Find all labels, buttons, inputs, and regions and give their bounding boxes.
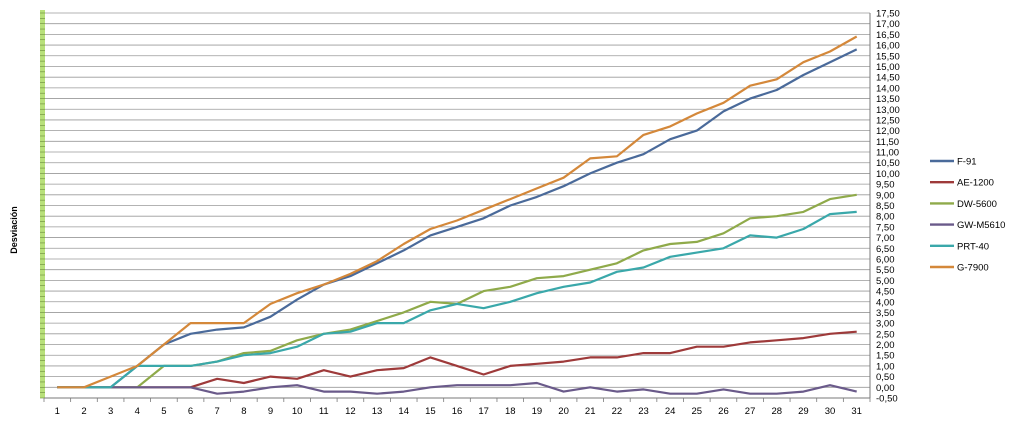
x-tick-label: 26 [718, 406, 729, 417]
x-tick-label: 10 [292, 406, 303, 417]
y-tick-label: 12,00 [876, 126, 900, 137]
y-tick-label: 7,00 [876, 233, 895, 244]
x-tick-label: 19 [532, 406, 543, 417]
y-tick-labels: -0,500,000,501,001,502,002,503,003,504,0… [876, 9, 900, 405]
y-tick-label: 2,50 [876, 329, 895, 340]
y-tick-label: 8,50 [876, 201, 895, 212]
y-tick-label: 6,50 [876, 244, 895, 255]
y-tick-label: 4,00 [876, 297, 895, 308]
x-tick-label: 22 [612, 406, 623, 417]
legend: F-91 AE-1200 DW-5600 GW-M5610 PRT-40 G-7900 [930, 157, 1005, 274]
y-tick-label: 3,50 [876, 308, 895, 319]
y-tick-label: 7,50 [876, 222, 895, 233]
series-line [57, 35, 858, 389]
legend-label: G-7900 [957, 263, 989, 274]
x-tick-label: 8 [241, 406, 246, 417]
y-tick-label: -0,50 [876, 394, 898, 405]
x-tick-label: 18 [505, 406, 516, 417]
gridlines [44, 12, 870, 399]
x-tick-labels: 1 2 3 4 5 6 7 8 9 10 11 12 13 14 15 16 17 18 19 20 21 22 23 24 2… [55, 406, 862, 417]
y-tick-label: 0,50 [876, 372, 895, 383]
legend-label: F-91 [957, 157, 977, 168]
y-tick-label: 10,00 [876, 169, 900, 180]
y-tick-label: 5,50 [876, 265, 895, 276]
y-tick-label: 11,00 [876, 148, 899, 159]
x-tick-label: 15 [425, 406, 436, 417]
legend-label: GW-M5610 [957, 220, 1005, 231]
y-tick-label: 2,00 [876, 340, 895, 351]
axis-decoration [40, 10, 871, 402]
x-tick-label: 1 [55, 406, 60, 417]
series-lines [57, 35, 858, 395]
y-tick-label: 3,00 [876, 319, 895, 330]
x-tick-label: 17 [478, 406, 489, 417]
y-tick-label: 14,00 [876, 83, 900, 94]
y-tick-label: 16,00 [876, 41, 900, 52]
x-tick-label: 12 [345, 406, 356, 417]
x-tick-label: 30 [825, 406, 836, 417]
y-tick-label: 17,50 [876, 9, 900, 20]
x-tick-label: 11 [319, 406, 329, 417]
series-line [57, 210, 857, 389]
x-tick-label: 7 [215, 406, 220, 417]
y-tick-label: 6,00 [876, 254, 895, 265]
y-tick-label: 13,50 [876, 94, 900, 105]
y-tick-label: 8,00 [876, 212, 895, 223]
y-tick-label: 11,50 [876, 137, 899, 148]
y-tick-label: 9,00 [876, 190, 895, 201]
x-tick-label: 16 [452, 406, 463, 417]
legend-label: PRT-40 [957, 241, 989, 252]
y-tick-label: 10,50 [876, 158, 900, 169]
y-tick-label: 17,00 [876, 19, 900, 30]
y-tick-label: 16,50 [876, 30, 900, 41]
x-tick-label: 20 [558, 406, 569, 417]
y-tick-label: 0,00 [876, 383, 895, 394]
x-tick-label: 14 [398, 406, 409, 417]
x-tick-label: 31 [851, 406, 862, 417]
x-tick-label: 21 [585, 406, 596, 417]
x-tick-label: 13 [372, 406, 383, 417]
y-axis-title: Desviación [9, 206, 19, 254]
y-tick-label: 15,50 [876, 51, 900, 62]
x-tick-label: 27 [745, 406, 756, 417]
legend-label: AE-1200 [957, 178, 994, 189]
x-tick-label: 6 [188, 406, 193, 417]
x-tick-label: 3 [108, 406, 113, 417]
y-tick-label: 14,50 [876, 73, 900, 84]
y-tick-label: 1,50 [876, 351, 895, 362]
series-line [57, 381, 857, 395]
y-tick-label: 15,00 [876, 62, 900, 73]
x-tick-label: 29 [798, 406, 809, 417]
x-tick-label: 9 [268, 406, 273, 417]
x-tick-label: 5 [161, 406, 166, 417]
x-tick-label: 28 [771, 406, 782, 417]
x-tick-label: 25 [692, 406, 703, 417]
x-tick-label: 4 [135, 406, 140, 417]
legend-label: DW-5600 [957, 199, 997, 210]
y-axis-band [40, 10, 45, 398]
y-tick-label: 4,50 [876, 287, 895, 298]
x-tick-label: 24 [665, 406, 676, 417]
x-tick-label: 23 [638, 406, 649, 417]
y-tick-label: 12,50 [876, 115, 900, 126]
series-line [57, 48, 858, 389]
y-tick-label: 9,50 [876, 180, 895, 191]
y-tick-label: 5,00 [876, 276, 895, 287]
y-tick-label: 1,00 [876, 361, 895, 372]
x-tick-label: 2 [81, 406, 86, 417]
y-tick-label: 13,00 [876, 105, 900, 116]
